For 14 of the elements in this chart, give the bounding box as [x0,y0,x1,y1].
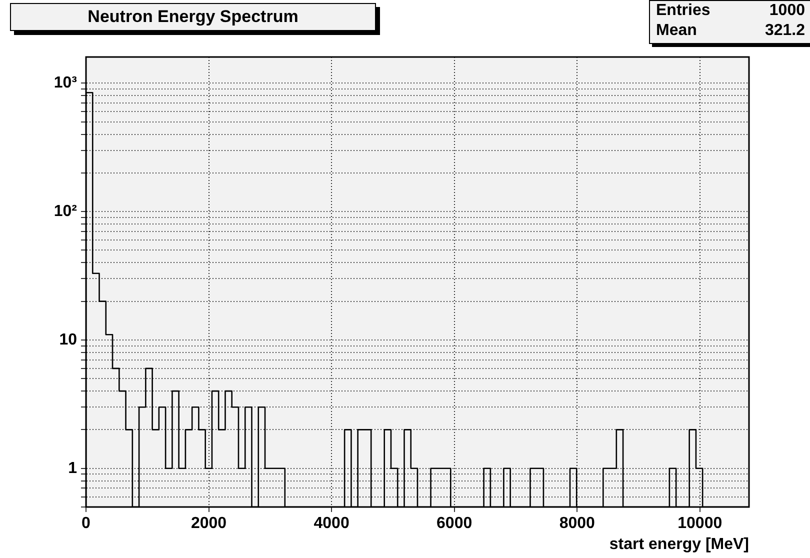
y-tick-label: 10² [54,202,77,220]
y-tick-label: 10³ [54,74,77,92]
x-tick-label: 10000 [678,515,722,532]
x-axis-title: start energy [MeV] [609,536,749,553]
text: Mean 321.2 [656,22,805,39]
text: Entries 1000 [656,2,805,19]
y-tick-label: 10 [59,331,78,348]
x-tick-label: 8000 [559,515,596,532]
x-tick-label: 0 [82,515,91,532]
chart-title: Neutron Energy Spectrum [10,3,376,31]
y-tick-label: 1 [68,460,78,477]
x-tick-label: 6000 [436,515,472,532]
x-tick-label: 4000 [314,515,350,532]
x-tick-label: 2000 [190,515,227,532]
